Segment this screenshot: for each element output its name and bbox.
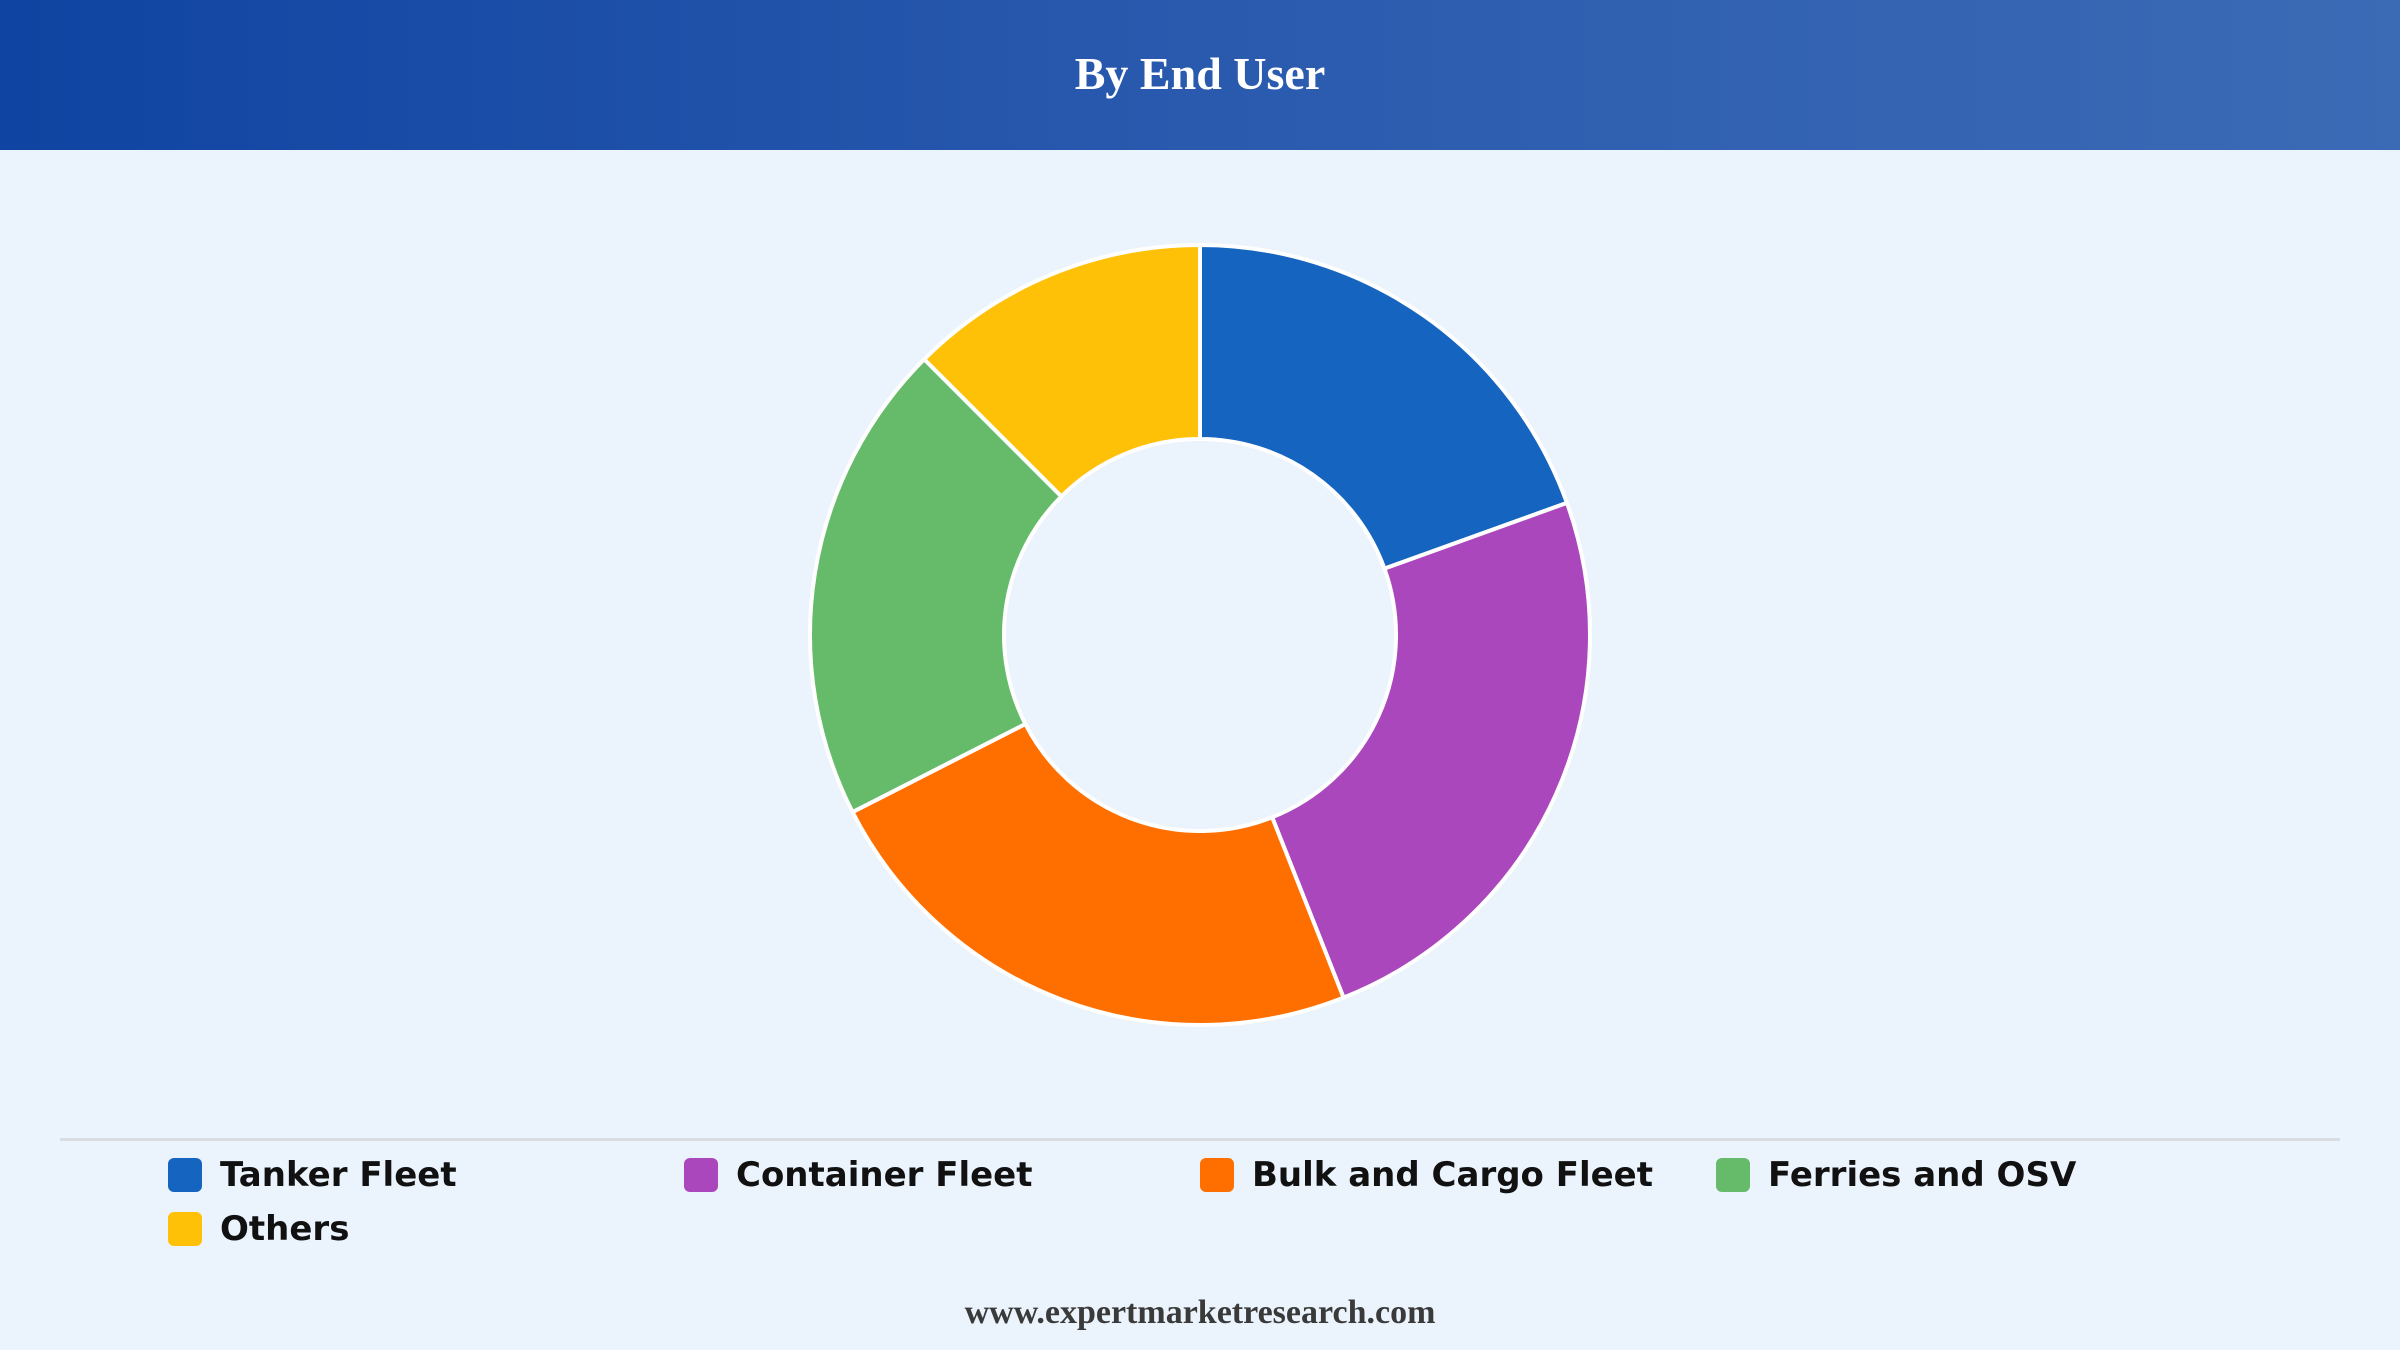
legend-label: Others	[220, 1209, 350, 1249]
slice-ferries-and-osv[interactable]	[808, 357, 1064, 815]
legend-divider	[60, 1138, 2340, 1141]
legend-swatch	[684, 1158, 718, 1192]
legend-item-container-fleet[interactable]: Container Fleet	[684, 1148, 1200, 1202]
legend-swatch	[1716, 1158, 1750, 1192]
donut-chart	[808, 243, 1592, 1027]
legend-swatch	[1200, 1158, 1234, 1192]
chart-legend: Tanker Fleet Container Fleet Bulk and Carg…	[168, 1148, 2308, 1256]
legend-item-others[interactable]: Others	[168, 1202, 684, 1256]
legend-label: Tanker Fleet	[220, 1155, 457, 1195]
legend-swatch	[168, 1212, 202, 1246]
slice-container-fleet[interactable]	[1270, 500, 1592, 1000]
legend-item-ferries-and-osv[interactable]: Ferries and OSV	[1716, 1148, 2232, 1202]
legend-item-tanker-fleet[interactable]: Tanker Fleet	[168, 1148, 684, 1202]
legend-item-bulk-and-cargo-fleet[interactable]: Bulk and Cargo Fleet	[1200, 1148, 1716, 1202]
slice-bulk-and-cargo-fleet[interactable]	[850, 721, 1346, 1027]
slice-tanker-fleet[interactable]	[1198, 243, 1569, 571]
footer-url: www.expertmarketresearch.com	[964, 1294, 1436, 1331]
legend-label: Container Fleet	[736, 1155, 1033, 1195]
slice-others[interactable]	[922, 243, 1202, 499]
chart-title: By End User	[1074, 47, 1326, 99]
legend-swatch	[168, 1158, 202, 1192]
chart-header: By End User	[0, 0, 2400, 150]
legend-label: Ferries and OSV	[1768, 1155, 2077, 1195]
legend-label: Bulk and Cargo Fleet	[1252, 1155, 1653, 1195]
